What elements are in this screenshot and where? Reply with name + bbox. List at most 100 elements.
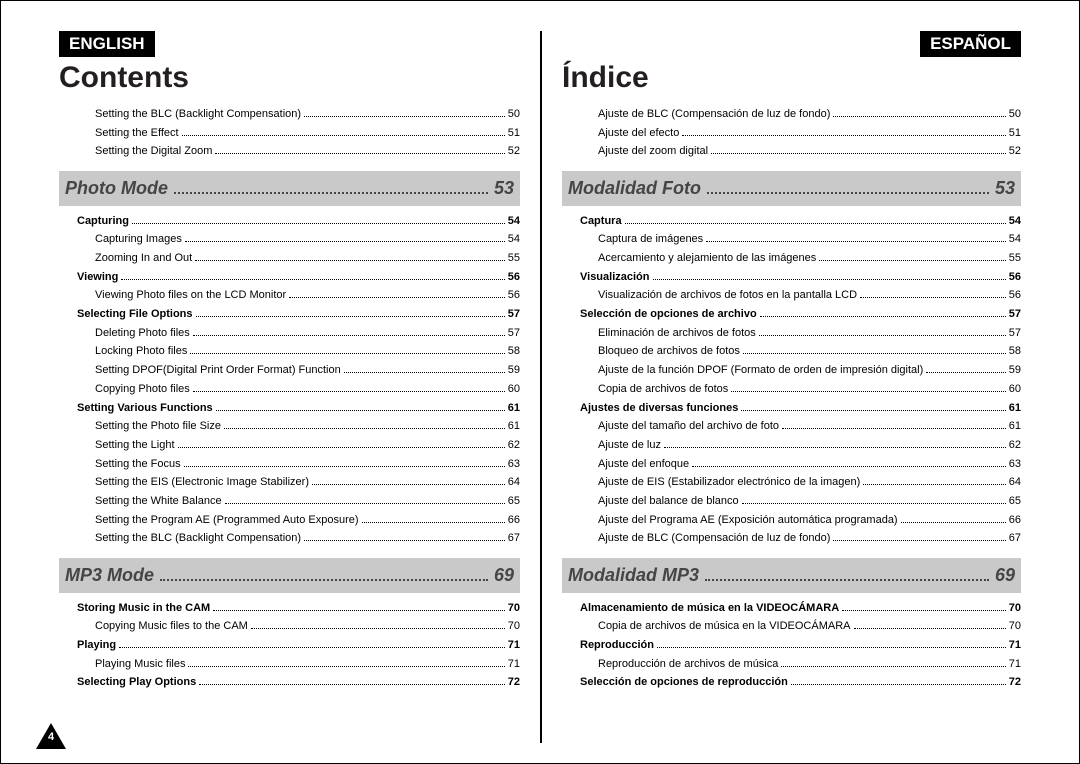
- manual-page: ENGLISH Contents Setting the BLC (Backli…: [41, 31, 1039, 743]
- toc-entry: Ajuste del enfoque 63: [562, 455, 1021, 474]
- toc-entry-page: 56: [508, 286, 520, 305]
- toc-entry: Visualización de archivos de fotos en la…: [562, 286, 1021, 305]
- leader-dots: [344, 365, 505, 373]
- toc-entry: Selecting File Options57: [59, 305, 520, 324]
- toc-entry-page: 63: [1009, 455, 1021, 474]
- leader-dots: [706, 235, 1006, 243]
- right-entries: Ajuste de BLC (Compensación de luz de fo…: [562, 105, 1021, 692]
- toc-entry-label: Ajuste del efecto: [598, 124, 679, 143]
- toc-entry-label: Ajustes de diversas funciones: [580, 399, 738, 418]
- toc-entry-page: 56: [508, 268, 520, 287]
- leader-dots: [901, 515, 1006, 523]
- leader-dots: [664, 440, 1006, 448]
- section-heading: Modalidad MP369: [562, 558, 1021, 593]
- toc-entry-page: 71: [1009, 636, 1021, 655]
- toc-entry: Ajuste del efecto 51: [562, 124, 1021, 143]
- toc-entry-page: 61: [508, 399, 520, 418]
- title-contents: Contents: [59, 61, 520, 95]
- toc-entry-page: 56: [1009, 286, 1021, 305]
- toc-entry-label: Ajuste del enfoque: [598, 455, 689, 474]
- toc-entry-page: 67: [508, 529, 520, 548]
- toc-entry-label: Bloqueo de archivos de fotos: [598, 342, 740, 361]
- toc-entry-page: 58: [1009, 342, 1021, 361]
- toc-entry: Copia de archivos de música en la VIDEOC…: [562, 617, 1021, 636]
- section-heading: Photo Mode53: [59, 171, 520, 206]
- section-page: 53: [995, 173, 1015, 204]
- toc-entry-label: Ajuste de luz: [598, 436, 661, 455]
- toc-entry: Setting the Digital Zoom52: [59, 142, 520, 161]
- leader-dots: [132, 216, 505, 224]
- toc-entry: Playing Music files71: [59, 655, 520, 674]
- leader-dots: [743, 347, 1006, 355]
- toc-entry-label: Reproducción de archivos de música: [598, 655, 778, 674]
- leader-dots: [731, 384, 1006, 392]
- toc-entry-page: 51: [1009, 124, 1021, 143]
- leader-dots: [657, 640, 1006, 648]
- leader-dots: [160, 574, 488, 581]
- section-title: MP3 Mode: [65, 560, 154, 591]
- toc-entry: Locking Photo files58: [59, 342, 520, 361]
- toc-entry-label: Ajuste del tamaño del archivo de foto: [598, 417, 779, 436]
- toc-entry-page: 72: [1009, 673, 1021, 692]
- leader-dots: [224, 422, 505, 430]
- toc-entry: Setting the Light62: [59, 436, 520, 455]
- toc-entry-page: 70: [1009, 617, 1021, 636]
- toc-entry: Bloqueo de archivos de fotos 58: [562, 342, 1021, 361]
- toc-entry-label: Setting the Effect: [95, 124, 179, 143]
- toc-entry-label: Ajuste del Programa AE (Exposición autom…: [598, 511, 898, 530]
- toc-entry-label: Ajuste de BLC (Compensación de luz de fo…: [598, 529, 830, 548]
- leader-dots: [653, 272, 1006, 280]
- toc-entry-label: Captura de imágenes: [598, 230, 703, 249]
- toc-entry-page: 60: [508, 380, 520, 399]
- leader-dots: [195, 253, 505, 261]
- toc-entry: Ajuste de EIS (Estabilizador electrónico…: [562, 473, 1021, 492]
- section-heading: Modalidad Foto53: [562, 171, 1021, 206]
- toc-entry: Setting the Program AE (Programmed Auto …: [59, 511, 520, 530]
- lang-badge-espanol: ESPAÑOL: [920, 31, 1021, 57]
- toc-entry: Selección de opciones de reproducción 72: [562, 673, 1021, 692]
- leader-dots: [625, 216, 1006, 224]
- toc-entry: Setting the BLC (Backlight Compensation)…: [59, 105, 520, 124]
- toc-entry-label: Ajuste del zoom digital: [598, 142, 708, 161]
- toc-entry-label: Copia de archivos de fotos: [598, 380, 728, 399]
- leader-dots: [705, 574, 989, 581]
- toc-entry: Setting the Photo file Size61: [59, 417, 520, 436]
- toc-entry-label: Setting the Digital Zoom: [95, 142, 212, 161]
- toc-entry-label: Viewing: [77, 268, 118, 287]
- toc-entry-label: Ajuste de EIS (Estabilizador electrónico…: [598, 473, 860, 492]
- toc-entry-page: 65: [1009, 492, 1021, 511]
- toc-entry-label: Zooming In and Out: [95, 249, 192, 268]
- toc-entry-label: Selecting Play Options: [77, 673, 196, 692]
- section-heading: MP3 Mode69: [59, 558, 520, 593]
- toc-entry-page: 57: [1009, 305, 1021, 324]
- toc-entry-label: Playing: [77, 636, 116, 655]
- toc-entry: Setting the EIS (Electronic Image Stabil…: [59, 473, 520, 492]
- section-page: 69: [995, 560, 1015, 591]
- toc-entry-page: 57: [508, 305, 520, 324]
- toc-entry-label: Selección de opciones de reproducción: [580, 673, 788, 692]
- toc-entry: Ajuste de la función DPOF (Formato de or…: [562, 361, 1021, 380]
- leader-dots: [759, 328, 1006, 336]
- toc-entry-page: 72: [508, 673, 520, 692]
- toc-entry: Ajuste del Programa AE (Exposición autom…: [562, 511, 1021, 530]
- toc-entry-page: 54: [1009, 230, 1021, 249]
- leader-dots: [190, 347, 504, 355]
- leader-dots: [842, 603, 1006, 611]
- leader-dots: [707, 187, 989, 194]
- toc-entry-label: Copying Music files to the CAM: [95, 617, 248, 636]
- toc-entry: Almacenamiento de música en la VIDEOCÁMA…: [562, 599, 1021, 618]
- toc-entry-label: Setting the Light: [95, 436, 175, 455]
- leader-dots: [121, 272, 504, 280]
- leader-dots: [833, 109, 1005, 117]
- toc-entry-page: 59: [1009, 361, 1021, 380]
- toc-entry-label: Captura: [580, 212, 622, 231]
- toc-entry: Setting DPOF(Digital Print Order Format)…: [59, 361, 520, 380]
- section-page: 53: [494, 173, 514, 204]
- toc-entry: Setting the BLC (Backlight Compensation)…: [59, 529, 520, 548]
- toc-entry-label: Eliminación de archivos de fotos: [598, 324, 756, 343]
- leader-dots: [216, 403, 505, 411]
- toc-entry: Ajuste del zoom digital52: [562, 142, 1021, 161]
- toc-entry: Deleting Photo files57: [59, 324, 520, 343]
- toc-entry-label: Capturing: [77, 212, 129, 231]
- toc-entry: Copying Photo files60: [59, 380, 520, 399]
